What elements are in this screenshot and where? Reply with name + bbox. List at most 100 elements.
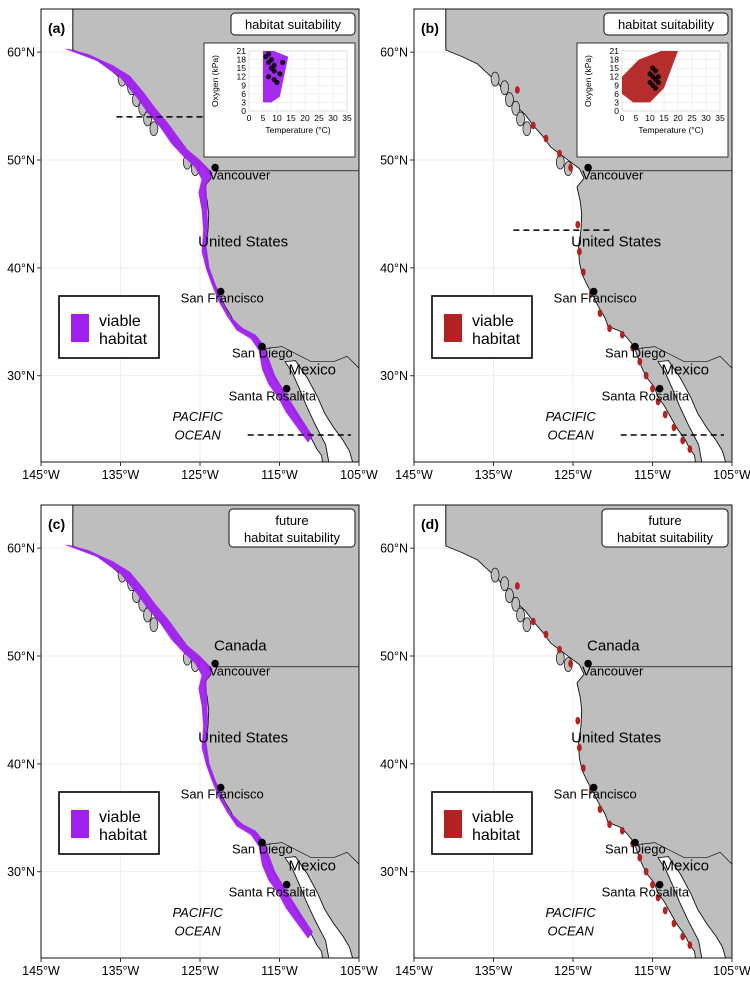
inset-observation-point: [271, 62, 277, 68]
y-tick-label: 40°N: [380, 757, 408, 771]
land: [445, 505, 732, 958]
island: [149, 121, 159, 137]
habitat-patch: [650, 384, 655, 393]
inset-y-tick: 18: [610, 55, 620, 65]
island: [500, 576, 509, 592]
legend-swatch: [71, 314, 89, 342]
x-tick-label: 125°W: [181, 964, 219, 978]
city-label: San Francisco: [554, 291, 637, 306]
legend-label: habitat: [99, 331, 148, 348]
island: [555, 154, 565, 170]
habitat-area: [64, 544, 313, 939]
title-label: habitat suitability: [245, 17, 342, 32]
habitat-patch: [597, 309, 603, 317]
title-label: future: [648, 513, 681, 528]
habitat-patch: [557, 645, 562, 654]
inset-x-tick: 0: [247, 113, 252, 123]
y-tick-label: 50°N: [7, 154, 35, 168]
inset-x-label: Temperature (°C): [638, 125, 703, 135]
island: [511, 100, 521, 116]
country-label: Mexico: [289, 362, 337, 379]
legend-swatch: [444, 810, 462, 838]
habitat-patch: [619, 826, 625, 835]
inset-y-tick: 21: [237, 46, 247, 56]
y-tick-label: 50°N: [380, 154, 408, 168]
city-label: San Diego: [232, 346, 293, 361]
inset-observation-point: [280, 59, 286, 66]
inset-x-tick: 5: [634, 113, 639, 123]
y-tick-label: 30°N: [380, 865, 408, 879]
habitat-patch: [607, 820, 612, 829]
panel-tag: (a): [48, 20, 65, 36]
country-label: United States: [571, 233, 661, 250]
x-tick-label: 125°W: [554, 468, 592, 482]
habitat-patch: [671, 423, 677, 432]
city-marker: [216, 783, 225, 792]
inset-x-tick: 25: [687, 113, 697, 123]
city-label: San Francisco: [181, 291, 264, 306]
x-tick-label: 135°W: [475, 468, 513, 482]
inset-observation-point: [655, 79, 661, 86]
x-tick-label: 105°W: [340, 964, 378, 978]
x-tick-label: 105°W: [340, 468, 378, 482]
habitat-patch: [655, 397, 661, 406]
y-tick-label: 30°N: [7, 369, 35, 383]
ocean-label: PACIFIC: [545, 409, 596, 424]
title-box: [228, 508, 356, 548]
inset-y-tick: 3: [614, 97, 619, 107]
inset-x-tick: 20: [300, 113, 310, 123]
inset-y-tick: 6: [614, 89, 619, 99]
legend-label: viable: [99, 809, 141, 826]
x-tick-label: 105°W: [713, 468, 750, 482]
habitat-patch: [576, 743, 582, 752]
inset-observation-point: [277, 71, 283, 77]
x-tick-label: 135°W: [102, 964, 140, 978]
city-label: Santa Rosaliita: [229, 885, 317, 900]
island: [516, 607, 525, 623]
habitat-patch: [575, 220, 581, 229]
city-label: Vancouver: [582, 664, 644, 679]
inset-observation-point: [271, 68, 277, 74]
city-marker: [282, 880, 291, 889]
x-tick-label: 105°W: [713, 964, 750, 978]
x-tick-label: 145°W: [22, 468, 60, 482]
title-label: future: [275, 513, 308, 528]
inset-x-tick: 20: [673, 113, 683, 123]
island: [511, 596, 521, 612]
map-area: Vancouver San Francisco San Diego Santa Ros…: [41, 505, 359, 958]
habitat-patch: [575, 716, 581, 725]
border-us-mexico: [635, 346, 732, 369]
ocean-label: PACIFIC: [545, 905, 596, 920]
city-label: San Diego: [605, 346, 666, 361]
habitat-patch: [655, 893, 661, 902]
inset-x-tick: 15: [286, 113, 296, 123]
inset-y-tick: 9: [614, 80, 619, 90]
inset-observation-point: [653, 85, 659, 91]
inset-x-label: Temperature (°C): [265, 125, 330, 135]
country-label: United States: [198, 233, 288, 250]
y-tick-label: 40°N: [7, 261, 35, 275]
border-us-mexico: [262, 346, 359, 369]
inset-y-tick: 15: [610, 63, 620, 73]
habitat-patch: [637, 357, 643, 366]
habitat-patch: [576, 247, 582, 256]
city-label: San Diego: [232, 842, 293, 857]
city-marker: [589, 287, 598, 296]
habitat-patch: [530, 617, 536, 626]
ocean-label: PACIFIC: [172, 409, 223, 424]
city-marker: [216, 287, 225, 296]
inset-y-tick: 15: [237, 63, 247, 73]
city-label: Santa Rosaliita: [602, 389, 690, 404]
ocean-label: OCEAN: [547, 923, 594, 938]
habitat-patch: [568, 163, 574, 172]
inset-y-label: Oxygen (kPa): [583, 55, 593, 107]
x-tick-label: 115°W: [634, 468, 671, 482]
inset-y-tick: 6: [241, 89, 246, 99]
map-panel-b: Vancouver San Francisco San Diego Santa Ros…: [380, 8, 750, 482]
habitat-patch: [514, 582, 520, 590]
city-label: Vancouver: [209, 664, 271, 679]
x-tick-label: 145°W: [395, 964, 433, 978]
